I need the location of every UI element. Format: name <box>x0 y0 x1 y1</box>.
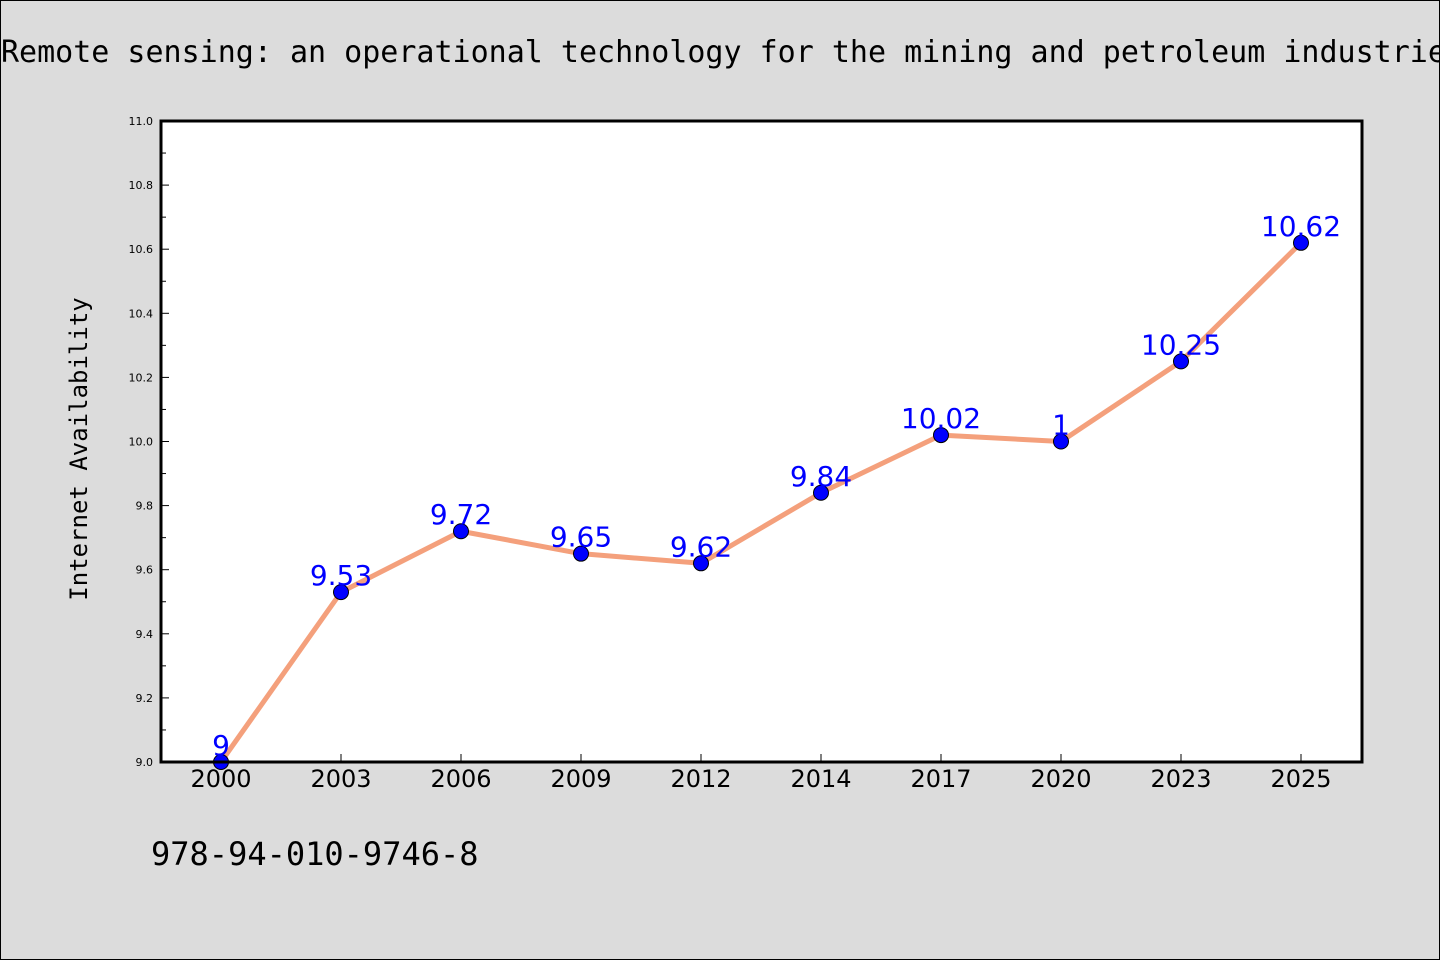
isbn-caption: 978-94-010-9746-8 <box>151 835 479 873</box>
x-tick-label: 2006 <box>430 765 491 793</box>
x-tick-label: 2025 <box>1270 765 1331 793</box>
data-label: 1 <box>1052 409 1070 442</box>
x-tick-label: 2009 <box>550 765 611 793</box>
series-line <box>218 241 1303 764</box>
data-point <box>333 584 349 601</box>
x-tick-label: 2023 <box>1150 765 1211 793</box>
data-label: 10.02 <box>901 402 981 435</box>
data-point <box>813 484 829 501</box>
y-axis-label: Internet Availability <box>65 297 93 600</box>
x-tick-label: 2014 <box>790 765 851 793</box>
data-point <box>933 427 949 444</box>
x-tick-label: 2012 <box>670 765 731 793</box>
y-tick-label: 9.8 <box>136 500 154 513</box>
plot-area <box>161 121 1362 762</box>
data-label: 9.72 <box>430 498 492 531</box>
y-tick-label: 9.6 <box>136 564 154 577</box>
y-tick-label: 9.4 <box>136 628 154 641</box>
chart-title: Remote sensing: an operational technolog… <box>1 35 1439 70</box>
y-tick-label: 10.6 <box>129 243 154 256</box>
data-point <box>1173 353 1189 370</box>
y-tick-label: 9.2 <box>136 692 154 705</box>
data-label: 10.25 <box>1141 328 1221 361</box>
data-point <box>453 523 469 540</box>
y-tick-label: 9.0 <box>136 756 154 769</box>
data-point <box>693 555 709 572</box>
data-label: 9 <box>212 729 230 762</box>
x-axis-ticks: 2000 2003 2006 2009 2012 2014 2017 2020 2023 2025 <box>190 754 1332 793</box>
data-point <box>573 545 589 562</box>
data-label: 9.62 <box>670 530 732 563</box>
x-tick-label: 2020 <box>1030 765 1091 793</box>
data-label: 10.62 <box>1261 210 1341 243</box>
data-point <box>1053 433 1069 450</box>
series-line-group: 9 9.53 9.72 9.65 9.62 9.84 10.02 1 10.25 10.62 <box>212 210 1341 770</box>
data-label: 9.84 <box>790 460 852 493</box>
data-label: 9.65 <box>550 521 612 554</box>
data-label: 9.53 <box>310 559 372 592</box>
y-axis-ticks: 9.0 9.2 9.4 9.6 9.8 10.0 10.2 10.4 10.6 10.8 11.0 <box>129 115 169 769</box>
y-tick-label: 10.8 <box>129 179 154 192</box>
y-tick-label: 10.4 <box>129 307 154 320</box>
y-tick-label: 10.2 <box>129 371 154 384</box>
x-tick-label: 2003 <box>310 765 371 793</box>
y-tick-label: 10.0 <box>129 436 154 449</box>
data-point <box>1293 234 1309 251</box>
y-tick-label: 11.0 <box>129 115 154 128</box>
x-tick-label: 2017 <box>910 765 971 793</box>
plot-border <box>159 119 1364 764</box>
